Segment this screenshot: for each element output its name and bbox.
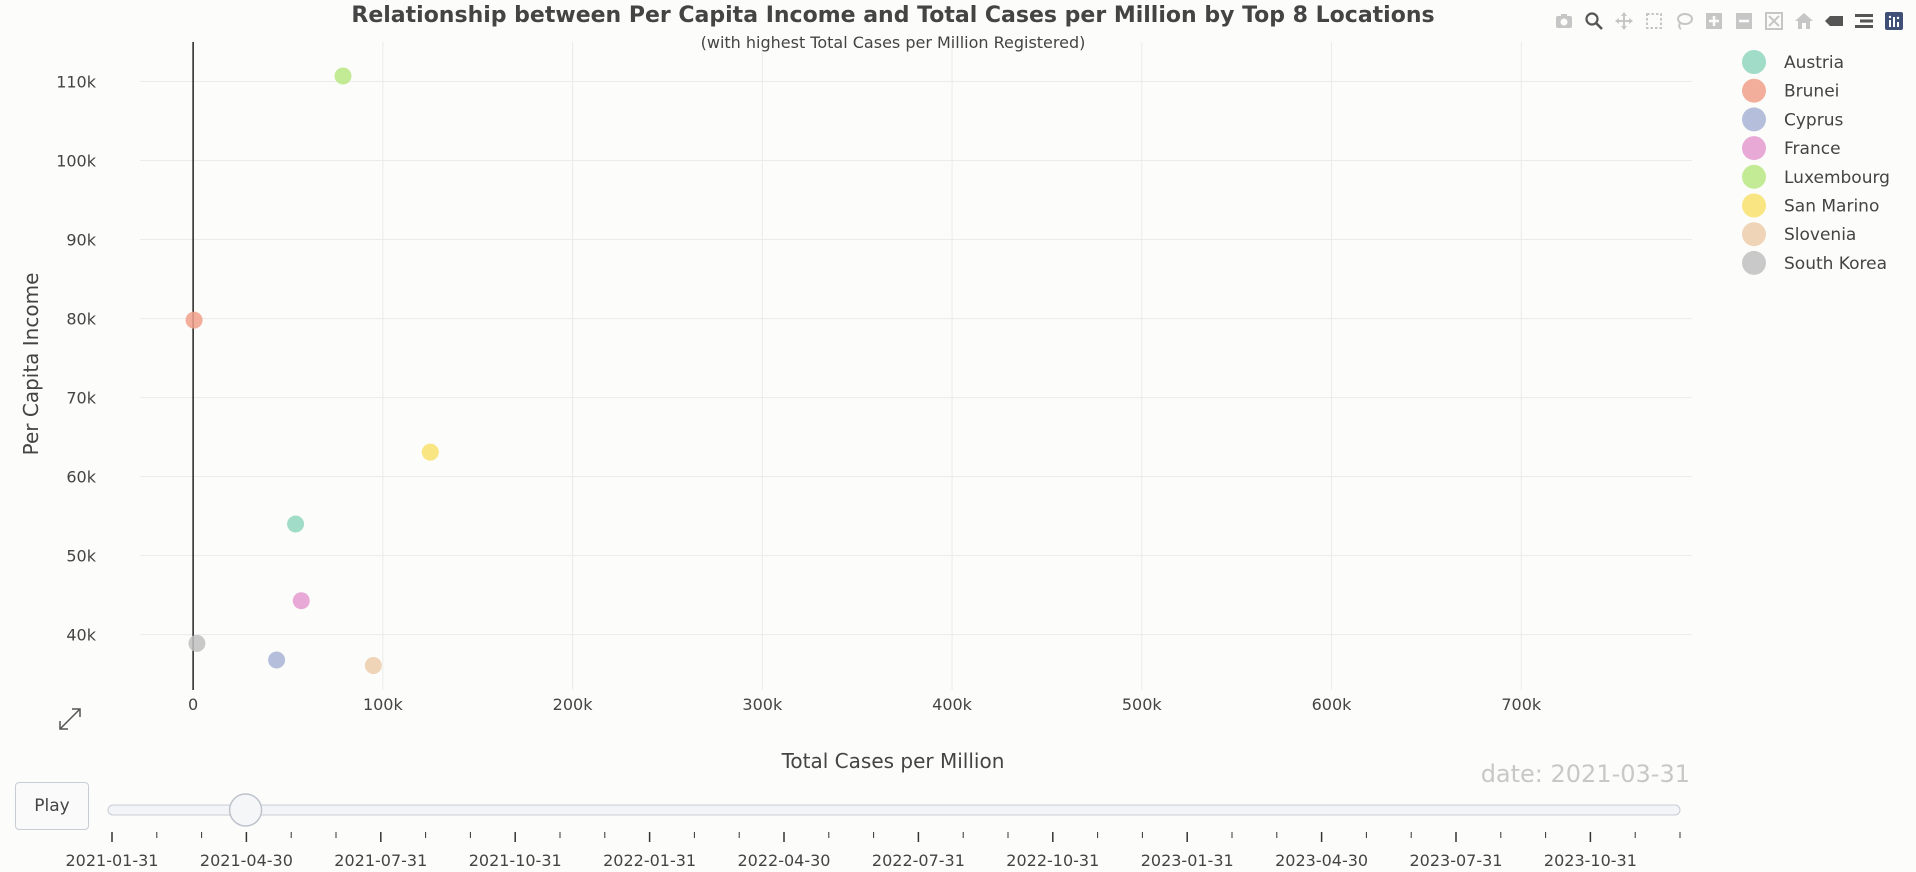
autoscale-icon[interactable] xyxy=(1762,9,1786,33)
slider-label[interactable]: 2021-10-31 xyxy=(469,851,562,870)
slider-label[interactable]: 2023-01-31 xyxy=(1141,851,1234,870)
legend-label: Slovenia xyxy=(1784,225,1856,245)
data-point-luxembourg[interactable] xyxy=(334,67,352,85)
slider-label[interactable]: 2023-07-31 xyxy=(1410,851,1503,870)
slider-label[interactable]: 2022-04-30 xyxy=(738,851,831,870)
y-tick-label: 60k xyxy=(66,468,96,487)
x-tick-label: 400k xyxy=(932,695,973,714)
x-tick-label: 600k xyxy=(1312,695,1353,714)
chart-title: Relationship between Per Capita Income a… xyxy=(351,3,1434,28)
legend-marker xyxy=(1742,164,1766,189)
x-tick-label: 700k xyxy=(1501,695,1542,714)
legend[interactable]: Austria Brunei Cyprus France Luxembourg San M… xyxy=(1742,50,1890,275)
slider-label[interactable]: 2021-04-30 xyxy=(200,851,293,870)
slider-handle[interactable] xyxy=(228,793,263,827)
legend-label: Brunei xyxy=(1784,82,1839,102)
x-tick-label: 500k xyxy=(1122,695,1163,714)
y-tick-label: 90k xyxy=(66,231,96,250)
y-tick-label: 80k xyxy=(66,310,96,329)
legend-label: France xyxy=(1784,139,1841,159)
data-point-slovenia[interactable] xyxy=(364,657,382,675)
legend-item-austria[interactable]: Austria xyxy=(1742,50,1844,74)
y-axis-title: Per Capita Income xyxy=(19,273,43,456)
legend-marker xyxy=(1742,193,1766,218)
legend-item-cyprus[interactable]: Cyprus xyxy=(1742,107,1843,132)
data-points[interactable] xyxy=(185,67,439,675)
y-tick-label: 50k xyxy=(66,547,96,566)
legend-marker xyxy=(1742,222,1766,247)
slider-ticks xyxy=(111,832,1681,842)
y-tick-labels: 40k 50k 60k 70k 80k 90k 100k 110k xyxy=(56,73,97,645)
legend-marker xyxy=(1742,50,1766,74)
legend-label: South Korea xyxy=(1784,254,1887,274)
y-tick-label: 100k xyxy=(56,152,97,171)
slider-label[interactable]: 2021-07-31 xyxy=(334,851,427,870)
x-tick-labels: 0 100k 200k 300k 400k 500k 600k 700k xyxy=(188,695,1542,714)
x-tick-label: 200k xyxy=(553,695,594,714)
play-button[interactable]: Play xyxy=(15,782,89,830)
legend-label: Austria xyxy=(1784,53,1844,73)
x-axis-title: Total Cases per Million xyxy=(781,749,1005,773)
x-tick-label: 100k xyxy=(363,695,404,714)
legend-item-brunei[interactable]: Brunei xyxy=(1742,78,1839,103)
legend-item-south-korea[interactable]: South Korea xyxy=(1742,250,1887,275)
resize-icon[interactable] xyxy=(56,705,84,733)
y-tick-label: 110k xyxy=(56,73,97,92)
slider-label[interactable]: 2021-01-31 xyxy=(66,851,159,870)
legend-item-luxembourg[interactable]: Luxembourg xyxy=(1742,164,1890,189)
animation-slider[interactable]: 2021-01-31 2021-04-30 2021-07-31 2021-10-31… xyxy=(66,793,1681,870)
plotly-logo-icon[interactable] xyxy=(1882,9,1906,33)
box-select-icon[interactable] xyxy=(1642,9,1666,33)
legend-marker xyxy=(1742,78,1766,103)
data-point-france[interactable] xyxy=(292,592,310,610)
slider-label[interactable]: 2022-07-31 xyxy=(872,851,965,870)
zoom-icon[interactable] xyxy=(1582,9,1606,33)
modebar-toolbar xyxy=(1552,8,1906,34)
chart-subtitle: (with highest Total Cases per Million Re… xyxy=(701,33,1086,52)
slider-label[interactable]: 2022-01-31 xyxy=(603,851,696,870)
x-tick-label: 300k xyxy=(742,695,783,714)
slider-rail[interactable] xyxy=(107,804,1681,816)
data-point-south-korea[interactable] xyxy=(188,634,206,652)
compare-hover-icon[interactable] xyxy=(1852,9,1876,33)
legend-label: Cyprus xyxy=(1784,110,1843,130)
legend-marker xyxy=(1742,136,1766,161)
reset-axes-icon[interactable] xyxy=(1792,9,1816,33)
slider-label[interactable]: 2023-10-31 xyxy=(1544,851,1637,870)
zoom-out-icon[interactable] xyxy=(1732,9,1756,33)
slider-label[interactable]: 2023-04-30 xyxy=(1275,851,1368,870)
y-tick-label: 40k xyxy=(66,626,96,645)
y-tick-label: 70k xyxy=(66,389,96,408)
legend-label: Luxembourg xyxy=(1784,168,1890,188)
legend-item-san-marino[interactable]: San Marino xyxy=(1742,193,1879,218)
grid-layer xyxy=(140,42,1692,690)
data-point-brunei[interactable] xyxy=(185,311,203,329)
legend-item-france[interactable]: France xyxy=(1742,136,1841,161)
slider-labels: 2021-01-31 2021-04-30 2021-07-31 2021-10-31… xyxy=(66,851,1637,870)
legend-marker xyxy=(1742,250,1766,275)
data-point-cyprus[interactable] xyxy=(268,651,286,669)
slider-label[interactable]: 2022-10-31 xyxy=(1006,851,1099,870)
legend-item-slovenia[interactable]: Slovenia xyxy=(1742,222,1856,247)
spike-lines-icon[interactable] xyxy=(1822,9,1846,33)
pan-icon[interactable] xyxy=(1612,9,1636,33)
legend-marker xyxy=(1742,107,1766,132)
current-frame-label: date: 2021-03-31 xyxy=(1481,760,1690,788)
x-tick-label: 0 xyxy=(188,695,198,714)
zoom-in-icon[interactable] xyxy=(1702,9,1726,33)
lasso-icon[interactable] xyxy=(1672,9,1696,33)
camera-icon[interactable] xyxy=(1552,9,1576,33)
data-point-san-marino[interactable] xyxy=(421,443,439,461)
legend-label: San Marino xyxy=(1784,197,1879,217)
data-point-austria[interactable] xyxy=(287,515,305,533)
